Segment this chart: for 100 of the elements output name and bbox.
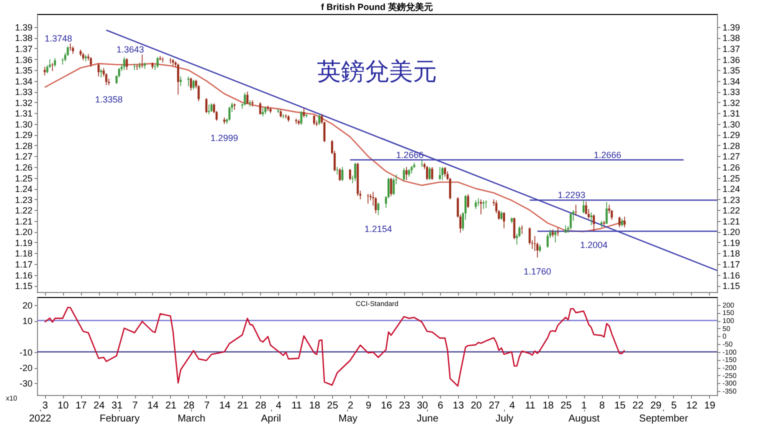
y2-tick-label: 1.15 [722,281,740,292]
candlestick [574,204,577,216]
line-series [44,306,626,387]
candlestick [405,166,408,180]
x2-tick-label: 2022 [28,414,52,424]
annotation: 1.3748 [44,33,72,44]
x-tick-label: 11 [524,400,536,412]
x-tick-label: 23 [398,400,410,412]
y-tick-label: 1.30 [14,119,32,130]
candlestick [585,201,588,215]
y2-tick-label: 1.18 [722,248,740,259]
x-tick-label: 3 [42,400,48,412]
candlestick [318,114,320,126]
y2-tick-label: 1.29 [722,130,740,140]
x-tick-label: 29 [650,400,662,412]
annotation: 1.1760 [524,266,552,277]
candlestick [141,54,144,68]
chart-title: f British Pound 英鎊兌美元 [321,2,433,12]
y-tick-label: 20 [22,300,32,310]
y2-tick-label: 1.20 [722,227,740,238]
y2-tick-label: 1.23 [722,194,740,205]
y-tick-label: 1.32 [14,98,32,108]
candlestick [177,63,180,95]
x2-tick-label: February [100,414,140,424]
annotation: 1.2666 [594,150,622,160]
candlestick [123,56,126,70]
y-tick-label: 1.27 [14,152,32,162]
y-tick-label: 1.39 [14,22,32,32]
x-tick-label: 28 [255,400,267,412]
x2-tick-label: March [178,414,206,424]
x2-tick-label: July [496,414,514,424]
candlestick [192,79,195,90]
y2-tick-label: 1.16 [722,270,740,280]
y2-tick-label: 1.36 [722,54,740,65]
candlestick [592,214,595,232]
y2-tick-label: 1.19 [722,238,740,248]
y2-tick-label: 1.27 [722,152,740,162]
candlestick [126,58,128,70]
y2-tick-label: 1.21 [722,216,740,226]
y-tick-label: 1.22 [14,206,32,216]
candlestick [428,166,431,180]
candlestick [313,114,316,126]
candlestick [467,194,470,208]
y2-tick-label: 1.33 [722,87,740,98]
y2-tick-label: 1.35 [722,66,740,76]
x-tick-label: 14 [147,400,159,412]
x-tick-label: 10 [58,400,70,412]
x-tick-label: 21 [237,400,249,412]
candlestick [390,177,392,196]
x-tick-label: 21 [165,400,177,412]
candlestick [349,168,352,180]
x-tick-label: 1 [581,400,588,412]
candlestick [606,202,608,225]
x-tick-label: 20 [470,400,482,412]
x-tick-label: 16 [380,400,392,412]
x-tick-label: 15 [614,400,626,412]
y-tick-label: -10 [19,347,32,358]
y-tick-label: 1.37 [14,44,32,54]
x-tick-label: 9 [366,400,372,412]
y-tick-label: 1.23 [14,194,32,205]
x2-tick-label: April [261,414,282,424]
x-tick-label: 2 [348,400,354,412]
x-tick-label: 12 [686,400,698,412]
y2-tick-label: 1.26 [722,162,740,173]
y-tick-label: 10 [22,316,32,326]
x-tick-label: 25 [327,400,339,412]
candlestick [98,63,100,77]
candlestick [392,177,395,196]
y2-tick-label: 1.38 [722,33,740,44]
y-tick-label: 1.16 [14,270,32,280]
y-tick-label: 1.21 [14,216,32,226]
candlestick [338,168,341,182]
annotation: 1.2154 [364,224,392,234]
candlestick [180,76,182,87]
candlestick [528,226,531,245]
y-tick-label: 1.18 [14,248,32,259]
y-tick-label: 1.19 [14,238,32,248]
x-tick-label: 18 [542,400,554,412]
candlestick [502,212,506,229]
candlestick [244,92,246,106]
annotation: 英鎊兌美元 [317,58,437,86]
candlestick [554,230,556,243]
candlestick [354,162,356,182]
x-tick-label: 18 [309,400,321,412]
y-tick-label: 1.26 [14,162,32,173]
y2-tick-label: 1.34 [722,76,740,86]
y-tick-label: 1.20 [14,227,32,238]
candlestick [441,166,444,180]
x2-tick-label: August [568,414,600,424]
annotation: 1.3643 [116,44,144,55]
candlestick [438,166,441,180]
candlestick [377,202,380,216]
y2-tick-label: 1.39 [722,22,740,32]
candlestick [302,107,305,118]
x-tick-label: 27 [488,400,500,412]
x-tick-label: 28 [183,400,195,412]
x2-tick-label: June [416,414,439,424]
y-tick-label: -20 [19,363,32,374]
x-tick-label: 31 [111,400,124,412]
candlestick [590,212,592,226]
